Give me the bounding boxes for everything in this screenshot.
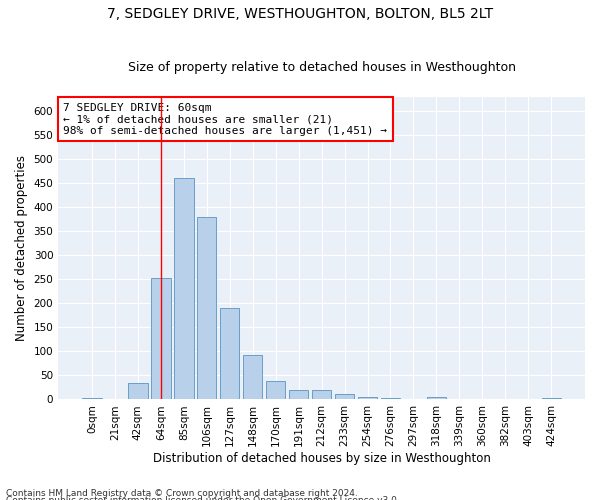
Title: Size of property relative to detached houses in Westhoughton: Size of property relative to detached ho…: [128, 62, 515, 74]
Bar: [220, 308, 239, 400]
Bar: [427, 397, 446, 400]
Bar: [358, 397, 377, 400]
Bar: [82, 398, 101, 400]
Bar: [243, 355, 262, 400]
Text: Contains public sector information licensed under the Open Government Licence v3: Contains public sector information licen…: [6, 496, 400, 500]
X-axis label: Distribution of detached houses by size in Westhoughton: Distribution of detached houses by size …: [152, 452, 491, 465]
Bar: [381, 398, 400, 400]
Bar: [151, 278, 170, 400]
Bar: [542, 398, 561, 400]
Bar: [312, 390, 331, 400]
Text: Contains HM Land Registry data © Crown copyright and database right 2024.: Contains HM Land Registry data © Crown c…: [6, 488, 358, 498]
Bar: [266, 381, 286, 400]
Bar: [335, 394, 355, 400]
Text: 7 SEDGLEY DRIVE: 60sqm
← 1% of detached houses are smaller (21)
98% of semi-deta: 7 SEDGLEY DRIVE: 60sqm ← 1% of detached …: [64, 102, 388, 136]
Bar: [128, 382, 148, 400]
Y-axis label: Number of detached properties: Number of detached properties: [15, 155, 28, 341]
Bar: [289, 390, 308, 400]
Bar: [174, 178, 194, 400]
Text: 7, SEDGLEY DRIVE, WESTHOUGHTON, BOLTON, BL5 2LT: 7, SEDGLEY DRIVE, WESTHOUGHTON, BOLTON, …: [107, 8, 493, 22]
Bar: [197, 216, 217, 400]
